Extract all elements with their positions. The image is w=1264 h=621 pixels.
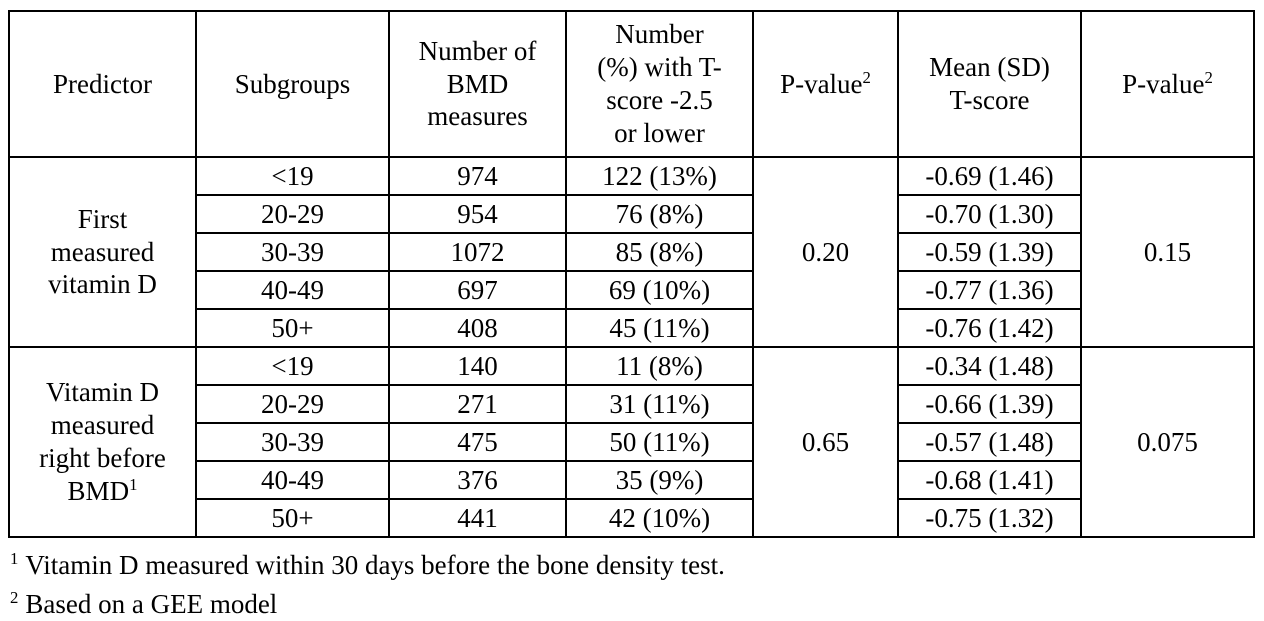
results-table: Predictor Subgroups Number of BMD measur… — [8, 10, 1255, 538]
footnote-marker: 2 — [10, 588, 19, 608]
subgroup-cell: 20-29 — [195, 384, 390, 424]
bmd-measures-cell: 1072 — [388, 232, 567, 272]
col-header-p-value-2: P-value2 — [1080, 10, 1255, 158]
footnote-marker: 1 — [129, 474, 138, 494]
p-value-mean-cell-block2: 0.075 — [1080, 346, 1255, 538]
bmd-measures-cell: 475 — [388, 422, 567, 462]
subgroup-cell: 40-49 — [195, 270, 390, 310]
table-row: 40-49 697 69 (10%) -0.77 (1.36) — [9, 270, 1254, 310]
footnote-marker: 1 — [10, 549, 19, 568]
predictor-cell-block1: First measured vitamin D — [8, 156, 197, 348]
subgroup-cell: 30-39 — [195, 232, 390, 272]
p-value-pct-cell-block2: 0.65 — [752, 346, 899, 538]
p-value-pct-cell-block1: 0.20 — [752, 156, 899, 348]
col-header-bmd-measures: Number of BMD measures — [388, 10, 567, 158]
table-row: 20-29 954 76 (8%) -0.70 (1.30) — [9, 194, 1254, 234]
col-header-pct-low-tscore: Number (%) with T- score -2.5 or lower — [565, 10, 754, 158]
col-header-subgroups: Subgroups — [195, 10, 390, 158]
header-row: Predictor Subgroups Number of BMD measur… — [8, 10, 1255, 158]
mean-sd-tscore-cell: -0.70 (1.30) — [897, 194, 1082, 234]
mean-sd-tscore-cell: -0.59 (1.39) — [897, 232, 1082, 272]
pct-low-tscore-cell: 85 (8%) — [565, 232, 754, 272]
mean-sd-tscore-cell: -0.57 (1.48) — [897, 422, 1082, 462]
col-header-predictor: Predictor — [8, 10, 197, 158]
col-header-p-value-1: P-value2 — [752, 10, 899, 158]
bmd-measures-cell: 271 — [388, 384, 567, 424]
p-value-mean-cell-block1: 0.15 — [1080, 156, 1255, 348]
footnote-1: 1 Vitamin D measured within 30 days befor… — [10, 546, 725, 585]
table-row: Vitamin D measured right before BMD1 <19… — [8, 346, 1255, 538]
mean-sd-tscore-cell: -0.69 (1.46) — [897, 156, 1082, 196]
table-row: First measured vitamin D <19 974 122 (13… — [8, 156, 1255, 348]
bmd-measures-cell: 376 — [388, 460, 567, 500]
pct-low-tscore-cell: 45 (11%) — [565, 308, 754, 348]
pct-low-tscore-cell: 11 (8%) — [565, 346, 754, 386]
bmd-measures-cell: 697 — [388, 270, 567, 310]
pct-low-tscore-cell: 69 (10%) — [565, 270, 754, 310]
mean-sd-tscore-cell: -0.77 (1.36) — [897, 270, 1082, 310]
pct-low-tscore-cell: 50 (11%) — [565, 422, 754, 462]
subgroup-cell: 40-49 — [195, 460, 390, 500]
footnote-marker: 2 — [862, 67, 871, 87]
table-row: 20-29 271 31 (11%) -0.66 (1.39) — [9, 384, 1254, 424]
col-header-mean-sd-tscore: Mean (SD) T-score — [897, 10, 1082, 158]
bmd-measures-cell: 954 — [388, 194, 567, 234]
mean-sd-tscore-cell: -0.66 (1.39) — [897, 384, 1082, 424]
mean-sd-tscore-cell: -0.76 (1.42) — [897, 308, 1082, 348]
bmd-measures-cell: 974 — [388, 156, 567, 196]
bmd-measures-cell: 408 — [388, 308, 567, 348]
results-table-wrap: Predictor Subgroups Number of BMD measur… — [8, 10, 1255, 538]
table-row: 40-49 376 35 (9%) -0.68 (1.41) — [9, 460, 1254, 500]
subgroup-cell: <19 — [195, 346, 390, 386]
pct-low-tscore-cell: 122 (13%) — [565, 156, 754, 196]
footnote-marker: 2 — [1204, 67, 1213, 87]
pct-low-tscore-cell: 31 (11%) — [565, 384, 754, 424]
subgroup-cell: 30-39 — [195, 422, 390, 462]
mean-sd-tscore-cell: -0.34 (1.48) — [897, 346, 1082, 386]
mean-sd-tscore-cell: -0.75 (1.32) — [897, 498, 1082, 538]
table-row: 30-39 475 50 (11%) -0.57 (1.48) — [9, 422, 1254, 462]
pct-low-tscore-cell: 42 (10%) — [565, 498, 754, 538]
table-row: 50+ 408 45 (11%) -0.76 (1.42) — [9, 308, 1254, 348]
footnotes: 1 Vitamin D measured within 30 days befor… — [10, 546, 725, 621]
footnote-text: Based on a GEE model — [25, 589, 278, 620]
subgroup-cell: <19 — [195, 156, 390, 196]
footnote-text: Vitamin D measured within 30 days before… — [25, 550, 725, 580]
subgroup-cell: 50+ — [195, 498, 390, 538]
bmd-measures-cell: 441 — [388, 498, 567, 538]
mean-sd-tscore-cell: -0.68 (1.41) — [897, 460, 1082, 500]
bmd-measures-cell: 140 — [388, 346, 567, 386]
pct-low-tscore-cell: 76 (8%) — [565, 194, 754, 234]
table-row: 50+ 441 42 (10%) -0.75 (1.32) — [9, 498, 1254, 538]
subgroup-cell: 50+ — [195, 308, 390, 348]
pct-low-tscore-cell: 35 (9%) — [565, 460, 754, 500]
footnote-2: 2 Based on a GEE model — [10, 585, 725, 621]
predictor-cell-block2: Vitamin D measured right before BMD1 — [8, 346, 197, 538]
table-row: 30-39 1072 85 (8%) -0.59 (1.39) — [9, 232, 1254, 272]
subgroup-cell: 20-29 — [195, 194, 390, 234]
